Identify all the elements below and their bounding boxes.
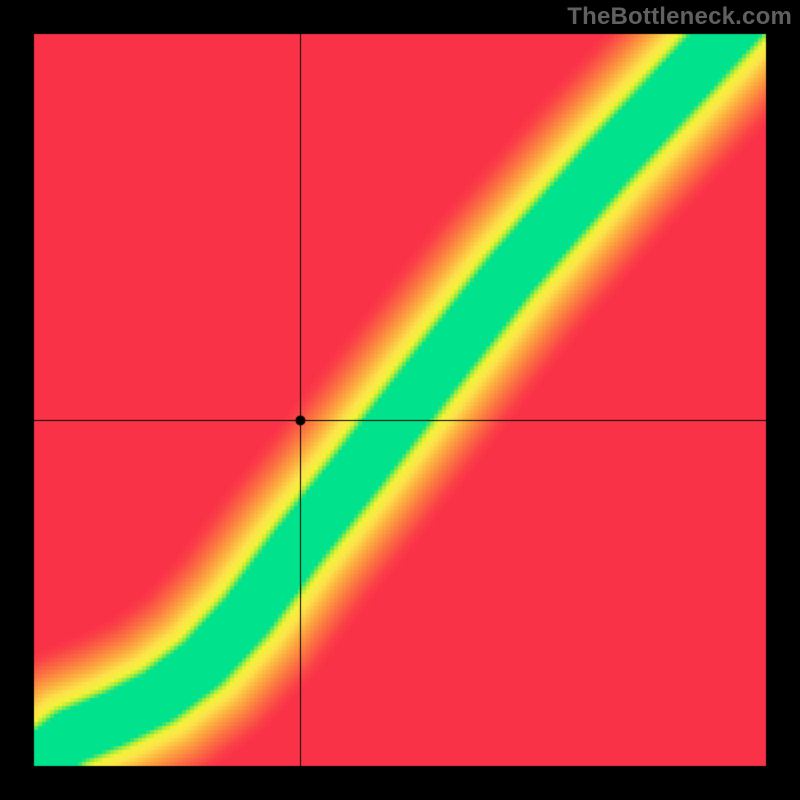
chart-container: TheBottleneck.com bbox=[0, 0, 800, 800]
heatmap-canvas bbox=[0, 0, 800, 800]
watermark-text: TheBottleneck.com bbox=[567, 3, 792, 31]
